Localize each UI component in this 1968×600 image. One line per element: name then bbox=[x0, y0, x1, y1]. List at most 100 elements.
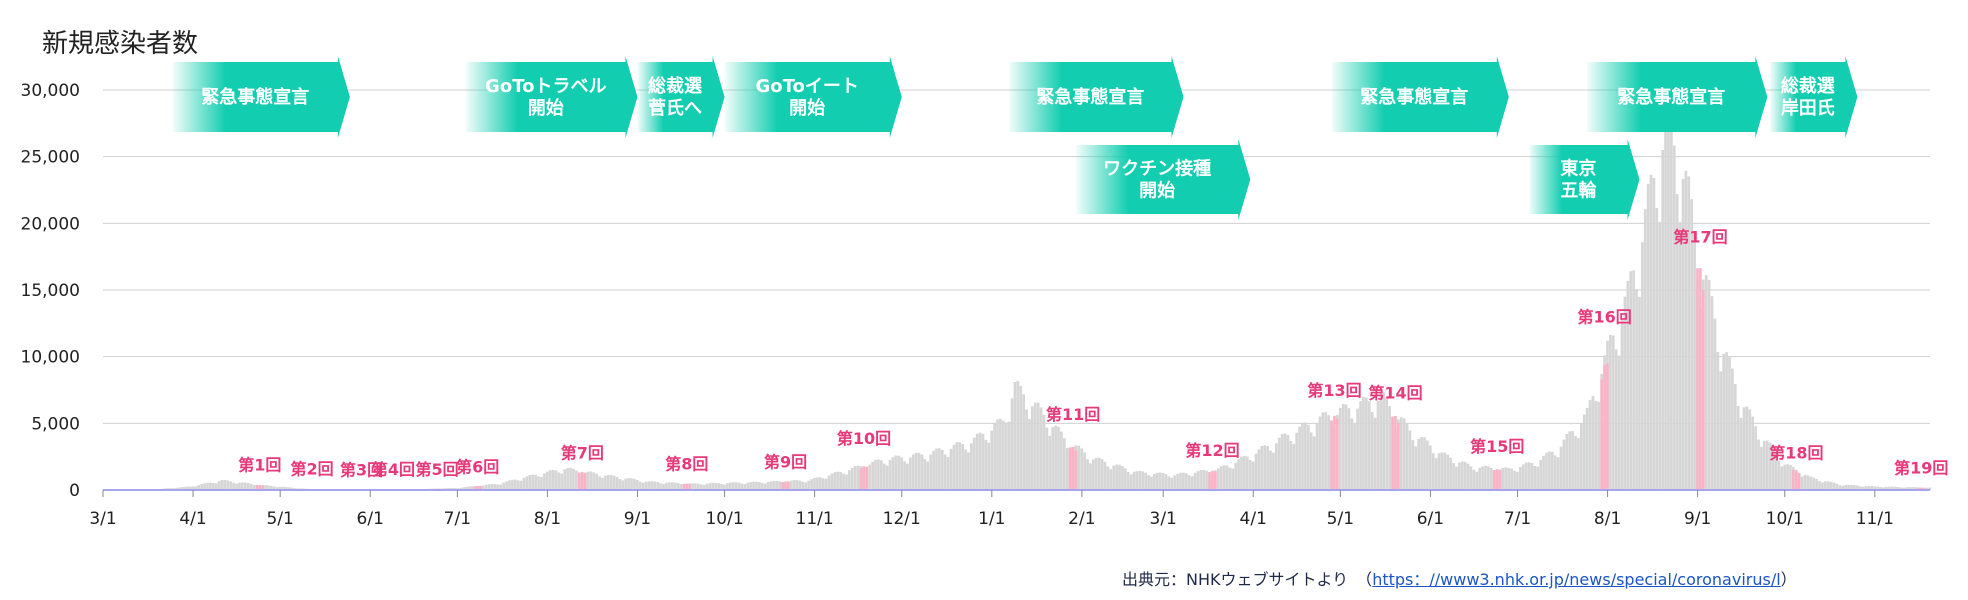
source-prefix: 出典元：NHKウェブサイトより （ bbox=[1122, 570, 1373, 589]
daily-bar bbox=[1579, 423, 1583, 490]
source-note: 出典元：NHKウェブサイトより （https：//www3.nhk.or.jp/… bbox=[1122, 566, 1797, 590]
daily-bar bbox=[868, 464, 872, 490]
daily-bar bbox=[1481, 466, 1484, 490]
daily-bar bbox=[1733, 384, 1737, 490]
x-tick-label: 10/1 bbox=[705, 509, 743, 529]
daily-bar bbox=[287, 487, 291, 490]
daily-bar bbox=[1914, 487, 1917, 490]
daily-bar bbox=[482, 485, 485, 490]
daily-bar bbox=[1533, 466, 1537, 490]
wave-label: 第4回 bbox=[372, 460, 415, 479]
highlight-bar bbox=[258, 485, 262, 490]
daily-bar bbox=[647, 481, 651, 490]
daily-bar bbox=[1112, 465, 1116, 490]
daily-bar bbox=[714, 482, 718, 490]
daily-bar bbox=[1638, 296, 1641, 490]
daily-bar bbox=[206, 482, 209, 490]
daily-bar bbox=[897, 455, 901, 490]
wave-label: 第11回 bbox=[1046, 405, 1100, 424]
daily-bar bbox=[952, 444, 956, 490]
daily-bar bbox=[836, 471, 840, 490]
daily-bar bbox=[999, 418, 1002, 490]
daily-bar bbox=[461, 487, 465, 490]
x-tick-label: 7/1 bbox=[444, 509, 471, 529]
daily-bar bbox=[508, 480, 511, 490]
daily-bar bbox=[1155, 472, 1159, 490]
daily-bar bbox=[1524, 462, 1528, 490]
daily-bar bbox=[1556, 457, 1560, 490]
daily-bar bbox=[903, 461, 906, 490]
daily-bar bbox=[1876, 486, 1879, 490]
daily-bar bbox=[1199, 469, 1203, 490]
daily-bar bbox=[563, 469, 567, 490]
daily-bar bbox=[1582, 414, 1586, 490]
x-tick-label: 11/1 bbox=[1856, 509, 1894, 529]
daily-bar bbox=[1751, 416, 1755, 490]
daily-bar bbox=[1487, 466, 1490, 490]
daily-bar bbox=[226, 480, 230, 490]
event-label: GoToトラベル bbox=[485, 76, 606, 97]
daily-bar bbox=[1170, 477, 1174, 490]
daily-bar bbox=[551, 469, 555, 490]
daily-bar bbox=[569, 467, 572, 490]
daily-bar bbox=[1437, 453, 1441, 490]
daily-bar bbox=[1713, 318, 1717, 490]
wave-label: 第17回 bbox=[1673, 228, 1727, 247]
daily-bar bbox=[839, 471, 842, 490]
daily-bar bbox=[1187, 475, 1191, 490]
daily-bar bbox=[1765, 440, 1769, 490]
daily-bar bbox=[1240, 456, 1243, 490]
daily-bar bbox=[818, 477, 822, 490]
event-arrow-shape bbox=[1331, 56, 1509, 138]
daily-bar bbox=[191, 486, 195, 490]
source-link[interactable]: https：//www3.nhk.or.jp/news/special/coro… bbox=[1372, 570, 1781, 589]
daily-bar bbox=[1484, 465, 1487, 490]
daily-bar bbox=[540, 476, 543, 490]
daily-bar bbox=[615, 476, 619, 490]
daily-bar bbox=[493, 484, 497, 490]
daily-bar bbox=[1153, 473, 1156, 490]
daily-bar bbox=[543, 473, 546, 490]
wave-label: 第19回 bbox=[1894, 459, 1948, 478]
daily-bar bbox=[906, 463, 909, 490]
daily-bar bbox=[926, 461, 930, 490]
daily-bar bbox=[993, 423, 996, 490]
daily-bar bbox=[1629, 271, 1633, 490]
daily-bar bbox=[1571, 431, 1574, 490]
daily-bar bbox=[1661, 150, 1664, 490]
daily-bar bbox=[1173, 475, 1177, 490]
daily-bar bbox=[586, 471, 590, 490]
daily-bar bbox=[1179, 472, 1182, 490]
highlight-bar bbox=[1699, 268, 1702, 490]
daily-bar bbox=[1109, 469, 1113, 490]
daily-bar bbox=[1231, 468, 1235, 490]
daily-bar bbox=[728, 482, 732, 490]
daily-bar bbox=[1106, 466, 1110, 490]
x-tick-label: 11/1 bbox=[796, 509, 834, 529]
wave-label: 第1回 bbox=[238, 456, 281, 475]
daily-bar bbox=[1905, 487, 1908, 490]
daily-bar bbox=[1530, 463, 1534, 490]
highlight-bar bbox=[1214, 471, 1217, 490]
event-arrow-shape bbox=[724, 56, 902, 138]
daily-bar bbox=[1065, 448, 1069, 490]
x-tick-label: 9/1 bbox=[1684, 509, 1711, 529]
daily-bar bbox=[1786, 464, 1789, 490]
daily-bar bbox=[1164, 474, 1168, 490]
daily-bar bbox=[1039, 407, 1043, 490]
daily-bar bbox=[194, 486, 198, 490]
daily-bar bbox=[1060, 431, 1063, 490]
daily-bar bbox=[1655, 208, 1659, 490]
daily-bar bbox=[699, 484, 703, 490]
daily-bar bbox=[630, 478, 633, 490]
daily-bar bbox=[1681, 178, 1685, 490]
daily-bar bbox=[1222, 465, 1226, 490]
daily-bar bbox=[1417, 438, 1421, 490]
daily-bar bbox=[990, 430, 994, 490]
daily-bar bbox=[743, 484, 747, 490]
daily-bar bbox=[177, 487, 180, 490]
daily-bar bbox=[1321, 412, 1325, 490]
daily-bar bbox=[961, 443, 964, 490]
daily-bar bbox=[554, 470, 558, 490]
